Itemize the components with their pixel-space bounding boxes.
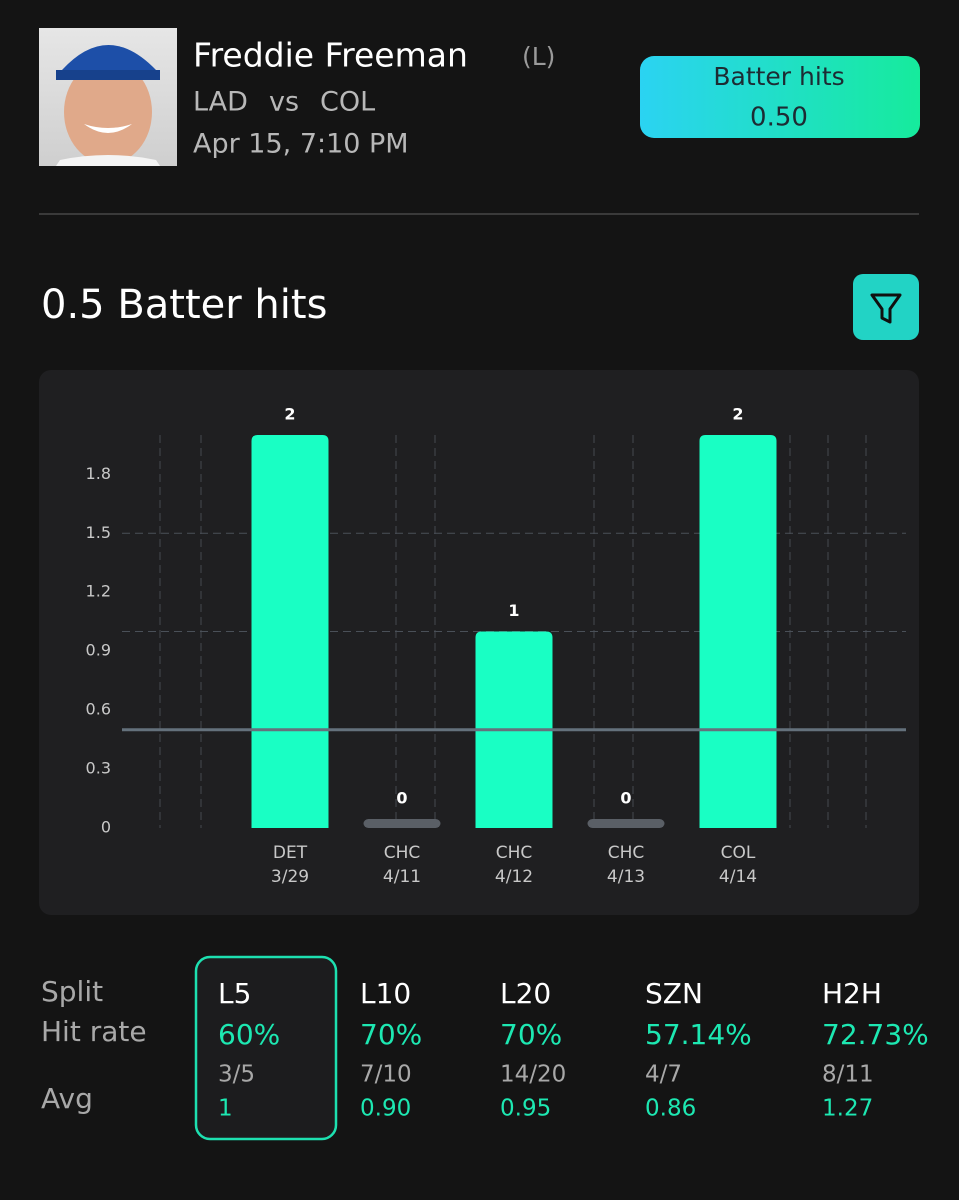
versus: vs: [269, 87, 299, 118]
avg[interactable]: 0.95: [500, 1096, 551, 1122]
hit-count[interactable]: 3/5: [218, 1062, 255, 1088]
opponent: COL: [320, 87, 375, 118]
x-tick-label: CHC: [496, 843, 533, 863]
y-tick-label: 0.3: [86, 759, 111, 778]
avg[interactable]: 0.86: [645, 1096, 696, 1122]
team: LAD: [193, 87, 248, 118]
x-tick-date: 4/14: [719, 867, 757, 887]
split-name[interactable]: L10: [360, 977, 411, 1010]
split-name[interactable]: H2H: [822, 977, 882, 1010]
hit-rate[interactable]: 72.73%: [822, 1018, 929, 1051]
x-tick-label: COL: [721, 843, 756, 863]
hit-count[interactable]: 7/10: [360, 1062, 412, 1088]
x-tick-date: 4/13: [607, 867, 645, 887]
badge-value[interactable]: 0.50: [750, 103, 808, 133]
filter-button[interactable]: [853, 274, 919, 340]
game-time: Apr 15, 7:10 PM: [193, 129, 409, 160]
bar: [251, 435, 329, 828]
y-tick-label: 1.8: [86, 464, 111, 483]
filter-bg[interactable]: [853, 274, 919, 340]
split-name[interactable]: L5: [218, 977, 251, 1010]
value-label: 0: [620, 789, 631, 808]
split-name[interactable]: L20: [500, 977, 551, 1010]
market-badge[interactable]: Batter hits 0.50: [640, 56, 920, 138]
row-label: Avg: [41, 1082, 93, 1115]
hit-count[interactable]: 4/7: [645, 1062, 682, 1088]
hit-rate[interactable]: 57.14%: [645, 1018, 752, 1051]
value-label: 0: [396, 789, 407, 808]
avg[interactable]: 1.27: [822, 1096, 873, 1122]
badge-bg[interactable]: [640, 56, 920, 138]
row-label: Split: [41, 975, 103, 1008]
player-name: Freddie Freeman: [193, 36, 468, 75]
badge-label[interactable]: Batter hits: [713, 62, 844, 91]
bar: [363, 819, 441, 828]
x-tick-label: CHC: [608, 843, 645, 863]
value-label: 2: [284, 405, 295, 424]
avg[interactable]: 1: [218, 1096, 233, 1122]
y-tick-label: 0: [101, 818, 111, 837]
x-tick-label: DET: [273, 843, 308, 863]
x-tick-date: 4/11: [383, 867, 421, 887]
x-tick-date: 4/12: [495, 867, 533, 887]
hit-rate[interactable]: 60%: [218, 1018, 280, 1051]
x-tick-date: 3/29: [271, 867, 309, 887]
y-tick-label: 1.2: [86, 582, 111, 601]
y-tick-label: 0.9: [86, 641, 111, 660]
hit-count[interactable]: 8/11: [822, 1062, 874, 1088]
batting-hand: (L): [522, 42, 555, 71]
filter-icon[interactable]: [870, 293, 902, 324]
bar: [587, 819, 665, 828]
value-label: 1: [508, 601, 519, 620]
split-name[interactable]: SZN: [645, 977, 703, 1010]
selected-split[interactable]: [194, 955, 338, 1141]
bar: [699, 435, 777, 828]
hit-rate[interactable]: 70%: [360, 1018, 422, 1051]
section-title: 0.5 Batter hits: [41, 282, 327, 328]
player-photo: [39, 28, 177, 166]
value-label: 2: [732, 405, 743, 424]
avg[interactable]: 0.90: [360, 1096, 411, 1122]
hit-count[interactable]: 14/20: [500, 1062, 566, 1088]
row-label: Hit rate: [41, 1015, 147, 1048]
y-tick-label: 1.5: [86, 523, 111, 542]
x-tick-label: CHC: [384, 843, 421, 863]
y-tick-label: 0.6: [86, 700, 111, 719]
hit-rate[interactable]: 70%: [500, 1018, 562, 1051]
